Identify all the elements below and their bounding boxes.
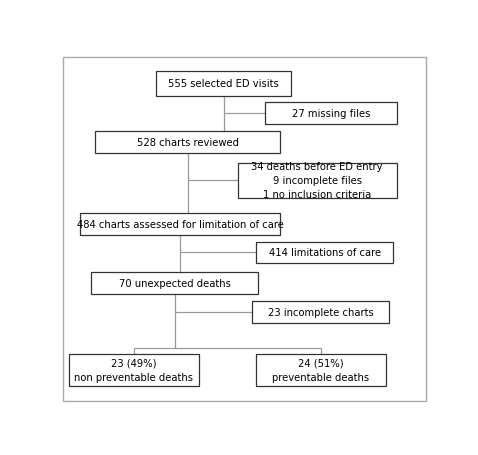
Text: 555 selected ED visits: 555 selected ED visits (168, 79, 279, 89)
Text: 70 unexpected deaths: 70 unexpected deaths (119, 279, 230, 289)
FancyBboxPatch shape (80, 213, 280, 235)
FancyBboxPatch shape (69, 354, 199, 386)
FancyBboxPatch shape (256, 354, 386, 386)
FancyBboxPatch shape (91, 273, 258, 294)
FancyBboxPatch shape (256, 242, 393, 264)
Text: 23 incomplete charts: 23 incomplete charts (268, 308, 374, 318)
FancyBboxPatch shape (265, 103, 397, 125)
Text: 27 missing files: 27 missing files (292, 109, 370, 119)
Text: 34 deaths before ED entry
9 incomplete files
1 no inclusion criteria: 34 deaths before ED entry 9 incomplete f… (251, 162, 383, 200)
FancyBboxPatch shape (252, 302, 390, 324)
Text: 414 limitations of care: 414 limitations of care (269, 248, 380, 258)
Text: 23 (49%)
non preventable deaths: 23 (49%) non preventable deaths (75, 358, 193, 382)
Text: 24 (51%)
preventable deaths: 24 (51%) preventable deaths (272, 358, 369, 382)
FancyBboxPatch shape (156, 71, 291, 96)
Text: 528 charts reviewed: 528 charts reviewed (137, 137, 239, 147)
FancyBboxPatch shape (238, 163, 397, 198)
FancyBboxPatch shape (95, 131, 280, 153)
Text: 484 charts assessed for limitation of care: 484 charts assessed for limitation of ca… (76, 219, 283, 229)
